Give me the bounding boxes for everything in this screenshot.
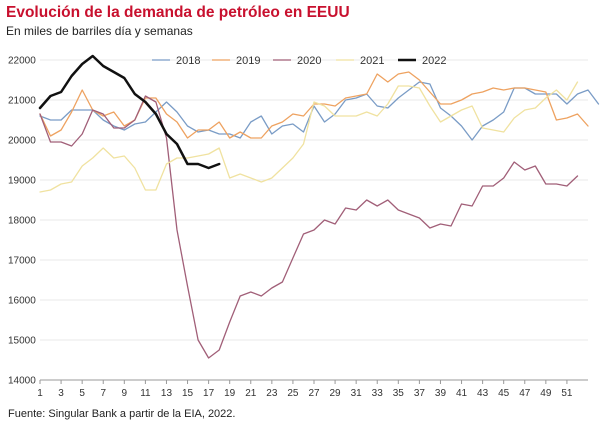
legend-label-2022: 2022 bbox=[422, 55, 446, 67]
y-tick-label: 19000 bbox=[8, 176, 36, 187]
x-tick-label: 19 bbox=[224, 388, 236, 399]
legend-label-2019: 2019 bbox=[236, 55, 260, 67]
x-tick-label: 49 bbox=[540, 388, 552, 399]
x-tick-label: 21 bbox=[245, 388, 257, 399]
series-line-2022 bbox=[38, 54, 221, 170]
series-line-2021 bbox=[39, 81, 579, 193]
x-tick-label: 37 bbox=[414, 388, 426, 399]
series-lines bbox=[38, 54, 600, 359]
x-tick-label: 47 bbox=[519, 388, 531, 399]
x-tick-label: 3 bbox=[58, 388, 64, 399]
series-line-2020 bbox=[39, 95, 579, 359]
legend-label-2018: 2018 bbox=[176, 55, 200, 67]
y-tick-label: 14000 bbox=[8, 376, 36, 387]
chart-title: Evolución de la demanda de petróleo en E… bbox=[6, 4, 350, 21]
x-tick-label: 5 bbox=[79, 388, 85, 399]
x-tick-label: 17 bbox=[203, 388, 215, 399]
y-tick-label: 16000 bbox=[8, 296, 36, 307]
legend-label-2021: 2021 bbox=[360, 55, 384, 67]
x-tick-label: 1 bbox=[37, 388, 43, 399]
x-tick-label: 15 bbox=[182, 388, 194, 399]
x-tick-label: 43 bbox=[477, 388, 489, 399]
x-tick-label: 25 bbox=[287, 388, 299, 399]
x-tick-label: 35 bbox=[393, 388, 405, 399]
legend: 2018 2019 2020 2021 2022 bbox=[152, 55, 446, 67]
x-tick-label: 51 bbox=[561, 388, 573, 399]
x-axis: 1 3 5 7 9 11 13 15 17 19 21 23 25 27 29 31 33 35 37 39 41 43 4… bbox=[37, 379, 588, 399]
x-tick-label: 39 bbox=[435, 388, 447, 399]
legend-label-2020: 2020 bbox=[297, 55, 321, 67]
y-tick-label: 15000 bbox=[8, 336, 36, 347]
x-tick-label: 11 bbox=[140, 388, 151, 399]
chart-source: Fuente: Singular Bank a partir de la EIA… bbox=[8, 408, 236, 420]
y-tick-label: 20000 bbox=[8, 136, 36, 147]
x-tick-label: 29 bbox=[330, 388, 342, 399]
x-tick-label: 41 bbox=[456, 388, 468, 399]
x-tick-label: 9 bbox=[122, 388, 128, 399]
x-tick-label: 7 bbox=[100, 388, 106, 399]
y-tick-label: 22000 bbox=[8, 56, 36, 67]
y-tick-label: 18000 bbox=[8, 216, 36, 227]
x-tick-label: 31 bbox=[351, 388, 363, 399]
y-tick-label: 17000 bbox=[8, 256, 36, 267]
x-tick-label: 27 bbox=[308, 388, 320, 399]
y-axis-ticks: 14000 15000 16000 17000 18000 19000 20000 21000… bbox=[8, 56, 36, 387]
series-line-2018 bbox=[39, 81, 600, 141]
x-tick-label: 45 bbox=[498, 388, 510, 399]
x-tick-label: 13 bbox=[161, 388, 173, 399]
chart-subtitle: En miles de barriles día y semanas bbox=[6, 24, 193, 38]
x-tick-label: 23 bbox=[266, 388, 278, 399]
y-tick-label: 21000 bbox=[8, 96, 36, 107]
x-tick-label: 33 bbox=[372, 388, 384, 399]
